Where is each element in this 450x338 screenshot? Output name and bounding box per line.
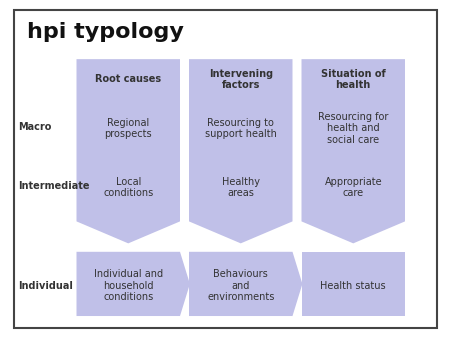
Text: Healthy
areas: Healthy areas [222, 177, 260, 198]
Text: Resourcing for
health and
social care: Resourcing for health and social care [318, 112, 388, 145]
Text: Macro: Macro [18, 122, 51, 132]
Text: Local
conditions: Local conditions [103, 177, 153, 198]
Text: Appropriate
care: Appropriate care [324, 177, 382, 198]
Text: Behaviours
and
environments: Behaviours and environments [207, 269, 274, 302]
Polygon shape [302, 59, 405, 243]
Text: Root causes: Root causes [95, 74, 161, 84]
Text: Individual and
household
conditions: Individual and household conditions [94, 269, 163, 302]
Text: Intervening
factors: Intervening factors [209, 69, 273, 90]
Text: Individual: Individual [18, 281, 73, 291]
Polygon shape [189, 59, 292, 243]
Polygon shape [302, 252, 405, 316]
Text: Health status: Health status [320, 281, 386, 291]
Polygon shape [76, 59, 180, 243]
Text: Intermediate: Intermediate [18, 181, 90, 191]
Polygon shape [189, 252, 302, 316]
Text: Regional
prospects: Regional prospects [104, 118, 152, 139]
Polygon shape [76, 252, 190, 316]
Text: hpi typology: hpi typology [27, 22, 184, 42]
Text: Resourcing to
support health: Resourcing to support health [205, 118, 277, 139]
Text: Situation of
health: Situation of health [321, 69, 386, 90]
